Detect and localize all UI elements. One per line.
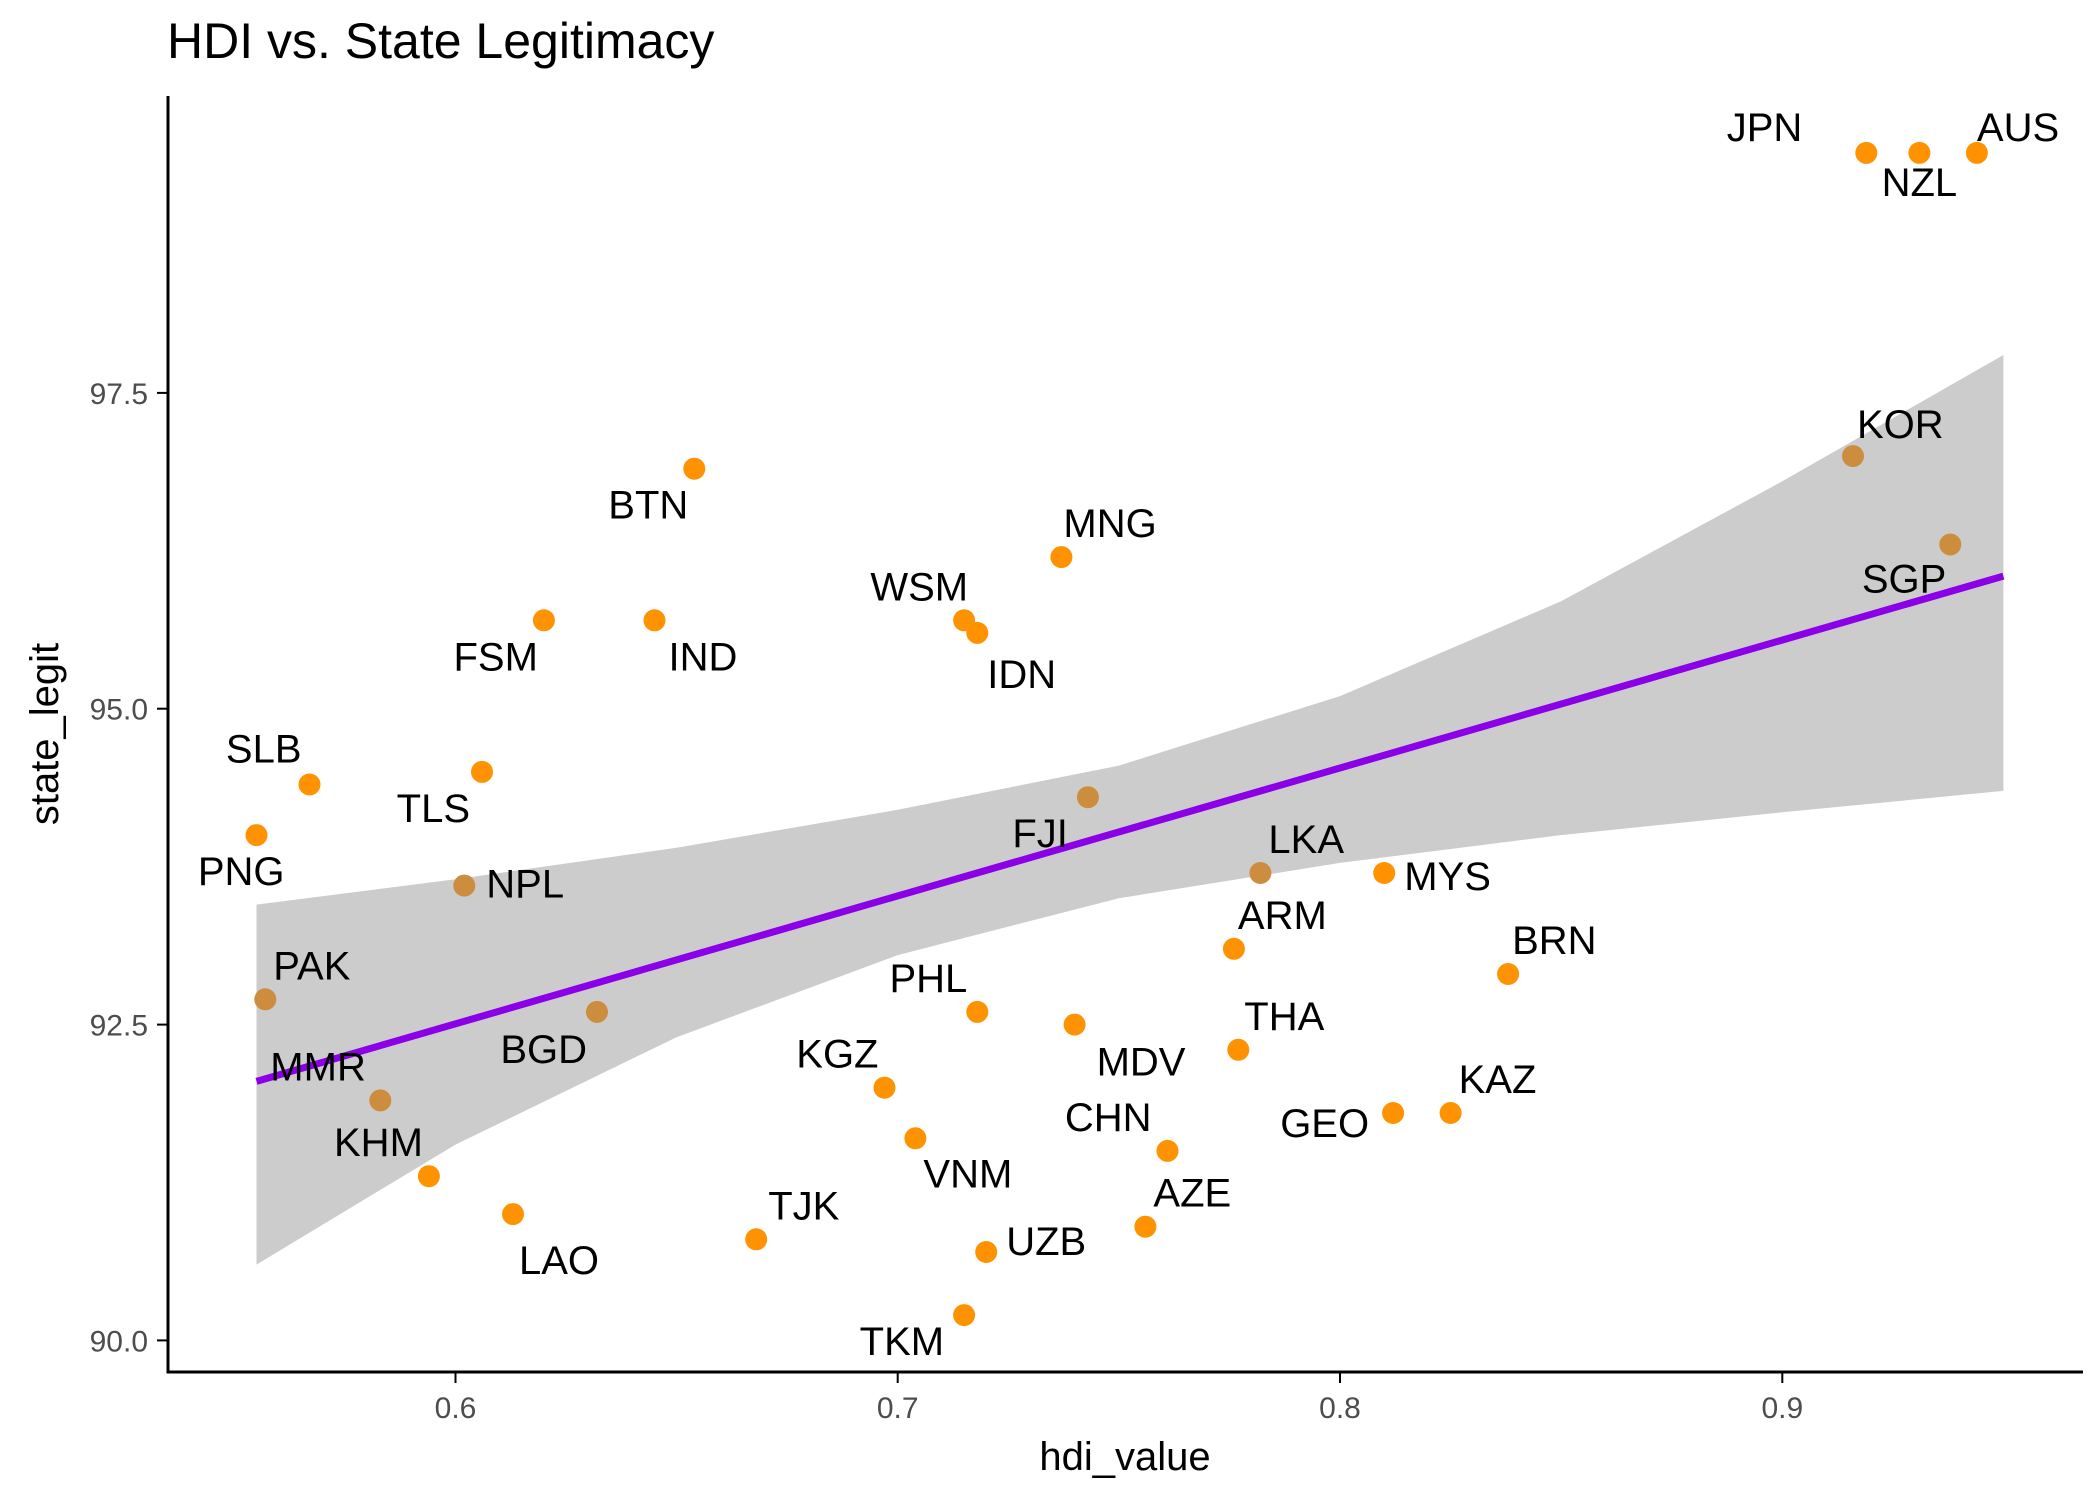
point-lka xyxy=(1249,862,1272,884)
point-label-aze: AZE xyxy=(1153,1172,1231,1216)
point-label-kor: KOR xyxy=(1857,403,1944,447)
point-label-aus: AUS xyxy=(1977,106,2059,150)
point-label-idn: IDN xyxy=(987,653,1056,697)
point-label-mmr: MMR xyxy=(270,1045,366,1089)
point-label-mys: MYS xyxy=(1404,855,1491,899)
point-mng xyxy=(1050,546,1073,569)
point-lao xyxy=(502,1203,524,1226)
point-label-tls: TLS xyxy=(397,787,470,831)
point-tls xyxy=(471,760,493,783)
point-label-wsm: WSM xyxy=(870,565,968,609)
point-label-jpn: JPN xyxy=(1727,106,1803,150)
point-label-uzb: UZB xyxy=(1006,1220,1086,1264)
point-mdv xyxy=(1063,1013,1086,1036)
point-vnm xyxy=(904,1127,927,1150)
point-label-sgp: SGP xyxy=(1862,558,1946,602)
point-slb xyxy=(298,773,321,796)
y-tick-label: 97.5 xyxy=(90,378,148,411)
y-tick-label: 92.5 xyxy=(90,1010,148,1043)
point-label-ind: IND xyxy=(669,635,738,679)
point-label-tjk: TJK xyxy=(768,1184,839,1228)
point-label-bgd: BGD xyxy=(500,1028,587,1072)
y-tick-label: 95.0 xyxy=(90,694,148,727)
x-tick-label: 0.8 xyxy=(1319,1392,1361,1425)
point-geo xyxy=(1382,1102,1405,1124)
point-nzl xyxy=(1908,141,1931,164)
point-label-png: PNG xyxy=(198,850,285,894)
point-brn xyxy=(1497,963,1520,985)
axes xyxy=(166,96,2083,1374)
point-tha xyxy=(1227,1038,1250,1061)
point-label-fji: FJI xyxy=(1012,812,1068,856)
point-uzb xyxy=(975,1241,998,1263)
fit-line xyxy=(255,572,2005,1085)
point-kgz xyxy=(873,1076,896,1099)
point-btn xyxy=(683,457,706,480)
point-label-brn: BRN xyxy=(1512,919,1596,963)
point-jpn xyxy=(1855,141,1878,164)
axis-ticks: 0.6 0.7 0.8 0.9 90.0 92.5 95.0 97.5 xyxy=(90,378,1804,1425)
point-kaz xyxy=(1439,1102,1462,1124)
point-labels: JPN NZL AUS KOR SGP BTN MNG WSM IDN FSM IND SLB TLS P… xyxy=(198,106,2059,1364)
x-tick-label: 0.6 xyxy=(435,1392,477,1425)
point-label-tkm: TKM xyxy=(860,1320,944,1364)
chart-title: HDI vs. State Legitimacy xyxy=(167,13,714,69)
point-mys xyxy=(1373,862,1396,884)
confidence-band-area xyxy=(256,355,2004,1265)
point-pak xyxy=(254,988,277,1011)
point-label-arm: ARM xyxy=(1238,894,1327,938)
point-label-chn: CHN xyxy=(1065,1096,1152,1140)
point-npl xyxy=(453,874,476,897)
point-idn xyxy=(966,621,989,644)
y-axis-title: state_legit xyxy=(23,643,67,825)
point-png xyxy=(245,824,268,847)
point-label-pak: PAK xyxy=(273,944,350,988)
point-arm xyxy=(1222,937,1245,960)
point-sgp xyxy=(1939,533,1962,556)
point-label-mng: MNG xyxy=(1063,502,1156,546)
point-label-kgz: KGZ xyxy=(796,1033,878,1077)
point-label-lka: LKA xyxy=(1268,818,1344,862)
point-khm xyxy=(417,1165,440,1188)
x-axis-title: hdi_value xyxy=(1039,1435,1210,1479)
point-label-npl: NPL xyxy=(486,863,564,907)
regression-line xyxy=(255,572,2005,1085)
point-ind xyxy=(643,609,666,632)
point-aus xyxy=(1965,141,1988,164)
point-label-lao: LAO xyxy=(519,1239,599,1283)
point-fji xyxy=(1076,786,1099,809)
point-label-geo: GEO xyxy=(1280,1102,1369,1146)
x-tick-label: 0.7 xyxy=(877,1392,919,1425)
point-aze xyxy=(1134,1215,1157,1238)
y-tick-label: 90.0 xyxy=(90,1325,148,1358)
point-label-nzl: NZL xyxy=(1882,161,1958,205)
point-label-btn: BTN xyxy=(608,484,688,528)
point-fsm xyxy=(532,609,555,632)
point-chn xyxy=(1156,1139,1179,1162)
x-tick-label: 0.9 xyxy=(1761,1392,1803,1425)
point-kor xyxy=(1842,445,1864,468)
point-label-tha: THA xyxy=(1244,995,1324,1039)
point-tjk xyxy=(745,1228,768,1251)
point-label-slb: SLB xyxy=(226,728,302,772)
point-mmr xyxy=(369,1089,392,1112)
point-label-phl: PHL xyxy=(889,957,967,1001)
point-label-kaz: KAZ xyxy=(1459,1058,1537,1102)
point-label-fsm: FSM xyxy=(453,635,537,679)
point-bgd xyxy=(586,1000,608,1023)
point-tkm xyxy=(953,1304,976,1327)
point-label-khm: KHM xyxy=(334,1121,423,1165)
point-phl xyxy=(966,1000,989,1023)
point-label-vnm: VNM xyxy=(923,1152,1012,1196)
point-label-mdv: MDV xyxy=(1097,1041,1186,1085)
confidence-band xyxy=(256,355,2004,1265)
scatter-points xyxy=(245,141,1988,1327)
